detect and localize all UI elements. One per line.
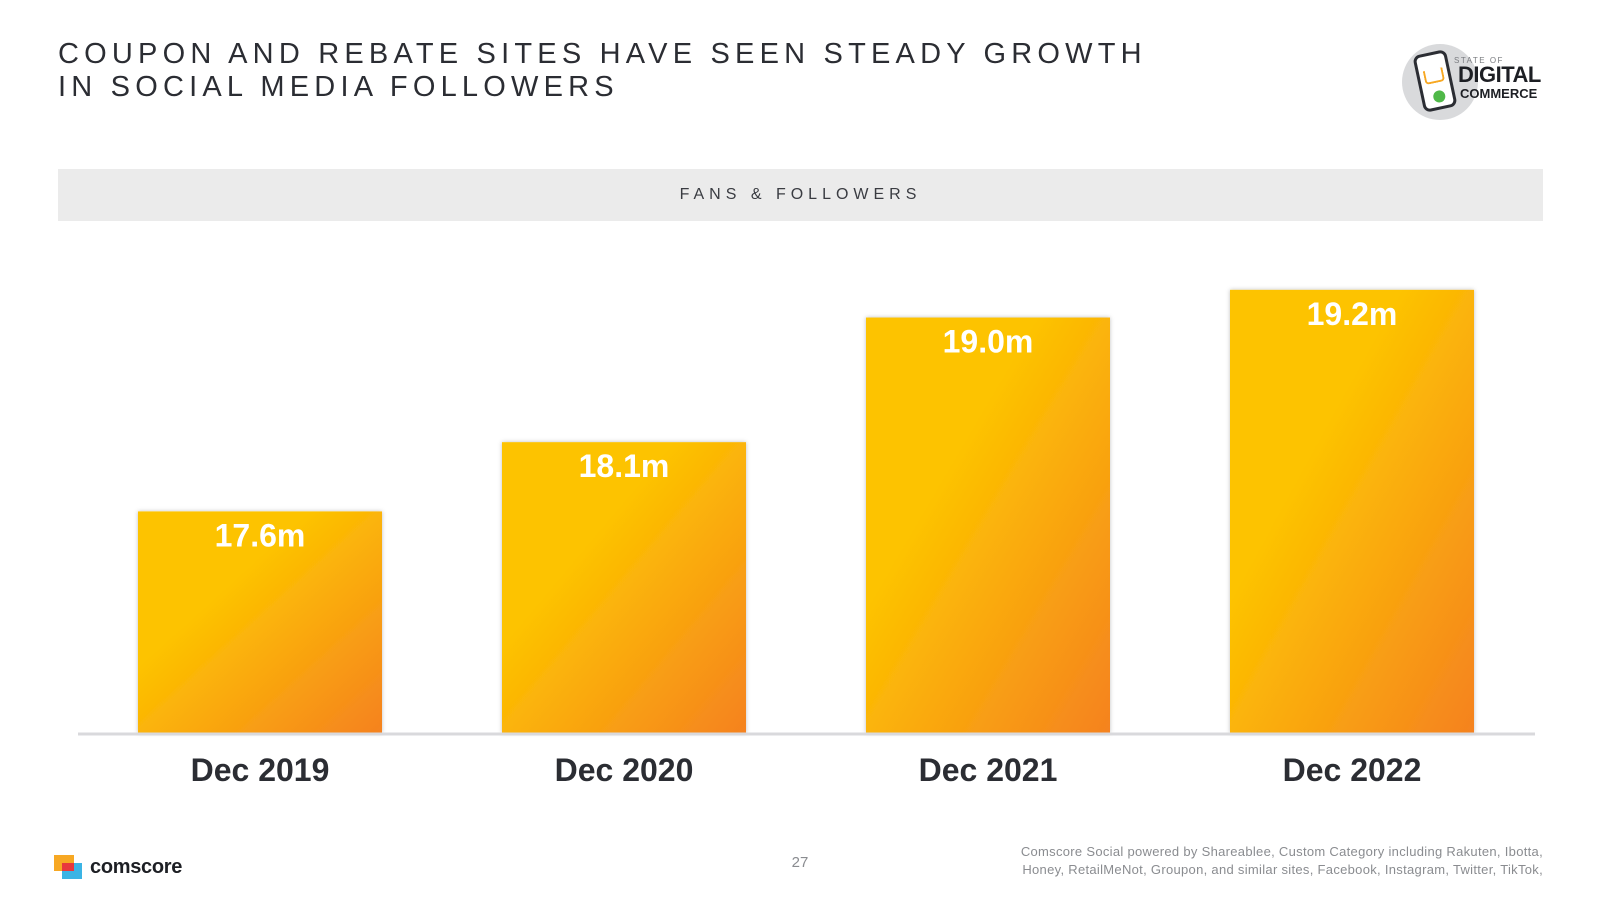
bars-group [138,289,1474,733]
chart-title-band: FANS & FOLLOWERS [58,169,1543,221]
data-label: 17.6m [215,517,306,553]
bar-dec-2019 [138,511,382,733]
data-label: 19.0m [943,324,1034,360]
source-note: Comscore Social powered by Shareablee, C… [943,843,1543,879]
bar-dec-2022 [1230,289,1474,733]
x-tick-label: Dec 2019 [191,752,330,788]
slide-title-line-1: COUPON AND REBATE SITES HAVE SEEN STEADY… [58,38,1147,70]
labels-group: 17.6m Dec 2019 18.1m Dec 2020 19.0m Dec 2021 1… [191,296,1422,788]
source-note-line-1: Comscore Social powered by Shareablee, C… [1020,844,1543,859]
data-label: 18.1m [579,448,670,484]
logo-mid-text: COMMERCE [1460,86,1538,101]
bar-dec-2021 [866,317,1110,733]
bar-dec-2020 [502,442,746,733]
state-of-digital-commerce-logo: STATE OF DIGITAL COMMERCE [1402,44,1552,120]
x-tick-label: Dec 2020 [555,752,694,788]
x-tick-label: Dec 2022 [1283,752,1422,788]
comscore-mark-icon [54,855,82,879]
comscore-logo: comscore [54,855,204,879]
comscore-wordmark: comscore [90,856,183,878]
logo-big-text: DIGITAL [1458,62,1541,87]
slide-title: COUPON AND REBATE SITES HAVE SEEN STEADY… [58,38,1258,104]
page-number: 27 [791,854,809,871]
source-note-line-2: Honey, RetailMeNot, Groupon, and similar… [1022,862,1543,877]
data-label: 19.2m [1307,296,1398,332]
chart-title: FANS & FOLLOWERS [679,186,922,203]
slide-title-line-2: IN SOCIAL MEDIA FOLLOWERS [58,71,619,103]
x-tick-label: Dec 2021 [919,752,1058,788]
logo-small-text: STATE OF [1454,56,1504,65]
